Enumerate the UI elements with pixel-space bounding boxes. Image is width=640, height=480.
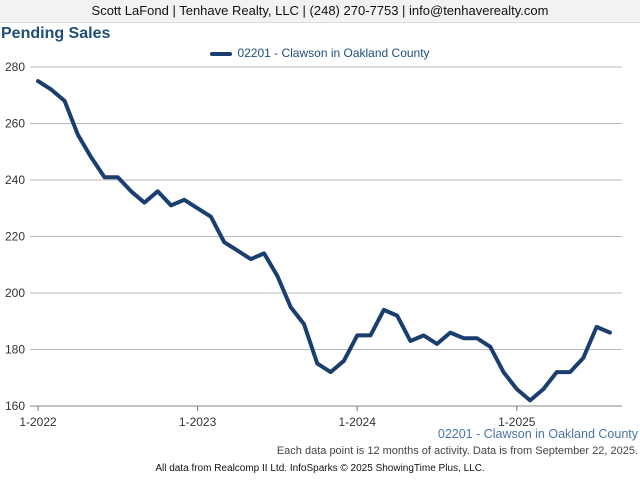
data-point[interactable] xyxy=(406,337,414,345)
legend-swatch-icon xyxy=(210,51,233,56)
data-point[interactable] xyxy=(526,396,534,404)
data-point[interactable] xyxy=(579,354,587,362)
x-tick-label: 1-2023 xyxy=(179,415,217,429)
data-point[interactable] xyxy=(114,173,122,181)
x-tick-label: 1-2025 xyxy=(498,415,536,429)
y-tick-label: 200 xyxy=(5,286,25,300)
data-point[interactable] xyxy=(101,173,109,181)
data-point[interactable] xyxy=(61,97,69,105)
data-point[interactable] xyxy=(513,385,521,393)
data-point[interactable] xyxy=(380,306,388,314)
data-point[interactable] xyxy=(34,77,42,85)
x-tick-label: 1-2024 xyxy=(339,415,377,429)
data-point[interactable] xyxy=(194,204,202,212)
data-point[interactable] xyxy=(220,238,228,246)
data-point[interactable] xyxy=(313,360,321,368)
legend-label: 02201 - Clawson in Oakland County xyxy=(237,46,430,60)
data-point[interactable] xyxy=(287,303,295,311)
data-point[interactable] xyxy=(566,368,574,376)
data-point[interactable] xyxy=(393,312,401,320)
data-note: Each data point is 12 months of activity… xyxy=(276,445,638,457)
data-point[interactable] xyxy=(87,153,95,161)
data-point[interactable] xyxy=(486,343,494,351)
data-point[interactable] xyxy=(300,320,308,328)
y-tick-label: 220 xyxy=(5,230,25,244)
data-point[interactable] xyxy=(127,187,135,195)
data-point[interactable] xyxy=(340,357,348,365)
y-tick-label: 160 xyxy=(5,399,25,413)
data-point[interactable] xyxy=(47,86,55,94)
y-tick-label: 280 xyxy=(5,60,25,74)
data-point[interactable] xyxy=(327,368,335,376)
data-point[interactable] xyxy=(446,329,454,337)
data-point[interactable] xyxy=(460,334,468,342)
data-point[interactable] xyxy=(247,255,255,263)
data-point[interactable] xyxy=(500,368,508,376)
data-point[interactable] xyxy=(234,247,242,255)
footer-credit: All data from Realcomp II Ltd. InfoSpark… xyxy=(155,463,485,474)
data-point[interactable] xyxy=(154,187,162,195)
data-point[interactable] xyxy=(433,340,441,348)
chart-title: Pending Sales xyxy=(1,25,111,42)
x-tick-label: 1-2022 xyxy=(19,415,57,429)
series-caption: 02201 - Clawson in Oakland County xyxy=(437,427,638,441)
y-tick-label: 260 xyxy=(5,117,25,131)
agent-contact-bar: Scott LaFond | Tenhave Realty, LLC | (24… xyxy=(0,0,640,23)
data-point[interactable] xyxy=(420,331,428,339)
data-point[interactable] xyxy=(367,331,375,339)
data-point[interactable] xyxy=(353,331,361,339)
data-point[interactable] xyxy=(553,368,561,376)
data-point[interactable] xyxy=(473,334,481,342)
data-point[interactable] xyxy=(539,385,547,393)
series-line-0[interactable] xyxy=(36,79,612,403)
data-point[interactable] xyxy=(260,249,268,257)
data-point[interactable] xyxy=(273,272,281,280)
data-point[interactable] xyxy=(606,329,614,337)
data-point[interactable] xyxy=(207,213,215,221)
data-point[interactable] xyxy=(593,323,601,331)
data-point[interactable] xyxy=(167,201,175,209)
y-tick-label: 240 xyxy=(5,173,25,187)
chart-legend[interactable]: 02201 - Clawson in Oakland County xyxy=(0,46,640,60)
data-point[interactable] xyxy=(74,131,82,139)
data-point[interactable] xyxy=(180,196,188,204)
data-point[interactable] xyxy=(140,199,148,207)
y-tick-label: 180 xyxy=(5,343,25,357)
